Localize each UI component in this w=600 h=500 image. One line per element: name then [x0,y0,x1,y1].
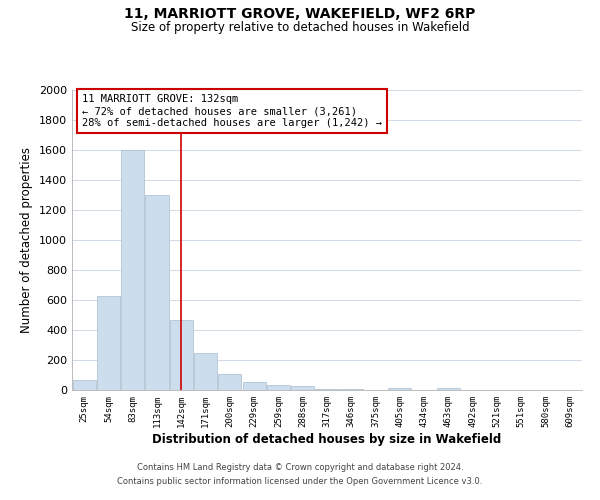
Text: 11 MARRIOTT GROVE: 132sqm
← 72% of detached houses are smaller (3,261)
28% of se: 11 MARRIOTT GROVE: 132sqm ← 72% of detac… [82,94,382,128]
Bar [73,380,95,390]
Bar [267,385,290,390]
Text: Contains public sector information licensed under the Open Government Licence v3: Contains public sector information licen… [118,477,482,486]
Bar [121,150,144,390]
Bar [242,382,266,390]
Bar [194,352,217,390]
Bar [316,388,338,390]
Text: Size of property relative to detached houses in Wakefield: Size of property relative to detached ho… [131,21,469,34]
Bar [170,320,193,390]
Bar [218,374,241,390]
Bar [388,388,412,390]
Text: Distribution of detached houses by size in Wakefield: Distribution of detached houses by size … [152,432,502,446]
Text: Contains HM Land Registry data © Crown copyright and database right 2024.: Contains HM Land Registry data © Crown c… [137,464,463,472]
Bar [340,389,363,390]
Text: 11, MARRIOTT GROVE, WAKEFIELD, WF2 6RP: 11, MARRIOTT GROVE, WAKEFIELD, WF2 6RP [124,8,476,22]
Bar [437,388,460,390]
Bar [291,386,314,390]
Bar [97,296,120,390]
Y-axis label: Number of detached properties: Number of detached properties [20,147,34,333]
Bar [145,195,169,390]
